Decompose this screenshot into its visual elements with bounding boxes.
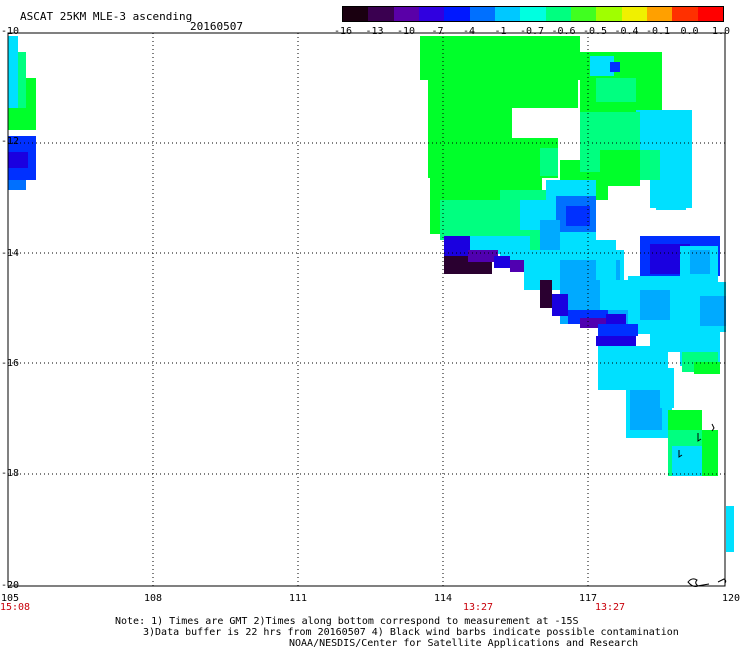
coastline bbox=[687, 578, 727, 587]
wind-cell bbox=[580, 318, 606, 328]
wind-cell bbox=[640, 150, 660, 180]
swath-layer bbox=[8, 36, 734, 552]
colorbar-tick-label: 1.0 bbox=[711, 26, 731, 37]
wind-cell bbox=[702, 430, 718, 476]
wind-cell bbox=[660, 150, 692, 180]
time-label-east: 13:27 bbox=[594, 602, 626, 613]
colorbar-tick-label: -1 bbox=[494, 26, 507, 37]
wind-cell bbox=[26, 78, 36, 114]
lon-label-105: 105 bbox=[0, 593, 20, 604]
lon-label-114: 114 bbox=[433, 593, 453, 604]
wind-cell bbox=[8, 36, 18, 108]
colorbar-swatch bbox=[596, 7, 622, 21]
wind-cell bbox=[440, 200, 500, 240]
wind-cell bbox=[694, 362, 720, 374]
wind-cell bbox=[726, 506, 734, 552]
wind-cell bbox=[656, 200, 686, 210]
wind-cell bbox=[540, 280, 552, 308]
wind-cell bbox=[596, 240, 616, 280]
colorbar-swatch bbox=[621, 7, 647, 21]
wind-cell bbox=[8, 152, 28, 168]
colorbar-tick-label: -0.1 bbox=[645, 26, 671, 37]
colorbar-tick-label: 0.0 bbox=[680, 26, 699, 37]
lat-label-12: -12 bbox=[1, 136, 20, 147]
colorbar-swatch bbox=[545, 7, 571, 21]
colorbar-tick-label: -13 bbox=[365, 26, 384, 37]
lon-label-120: 120 bbox=[721, 593, 740, 604]
lat-label-10: -10 bbox=[1, 26, 20, 37]
colorbar-swatch bbox=[368, 7, 394, 21]
map-border bbox=[7, 32, 726, 587]
wind-cell bbox=[566, 206, 590, 226]
lon-label-111: 111 bbox=[288, 593, 308, 604]
colorbar-swatch bbox=[418, 7, 445, 21]
time-label-center: 13:27 bbox=[462, 602, 494, 613]
wind-cell bbox=[428, 108, 512, 138]
wind-cell bbox=[540, 220, 560, 250]
colorbar-swatch bbox=[343, 7, 369, 21]
colorbar-tick-label: -10 bbox=[396, 26, 416, 37]
note-line-1: Note: 1) Times are GMT 2)Times along bot… bbox=[115, 616, 579, 627]
note-line-2: 3)Data buffer is 22 hrs from 20160507 4)… bbox=[143, 627, 679, 638]
wind-cell bbox=[590, 56, 614, 76]
wind-cell bbox=[700, 296, 726, 326]
lat-label-18: -18 bbox=[1, 468, 20, 479]
wind-cell bbox=[18, 52, 26, 108]
wind-cell bbox=[690, 250, 710, 274]
wind-cell bbox=[630, 390, 662, 430]
wind-cell bbox=[552, 294, 568, 316]
wind-barbs bbox=[678, 423, 715, 458]
colorbar-tick-label: -0.6 bbox=[551, 26, 576, 37]
wind-cell bbox=[610, 62, 620, 72]
colorbar bbox=[342, 6, 724, 22]
colorbar-tick-label: -0.4 bbox=[614, 26, 639, 37]
wind-cell bbox=[636, 110, 692, 150]
colorbar-swatch bbox=[697, 7, 723, 21]
colorbar-swatch bbox=[393, 7, 419, 21]
lat-label-16: -16 bbox=[1, 358, 20, 369]
colorbar-swatch bbox=[672, 7, 698, 21]
colorbar-tick-label: -7 bbox=[431, 26, 444, 37]
wind-cell bbox=[444, 236, 470, 256]
wind-cell bbox=[606, 314, 626, 326]
colorbar-tick-label: -16 bbox=[333, 26, 353, 37]
wind-cell bbox=[600, 150, 640, 186]
wind-cell bbox=[660, 368, 674, 408]
colorbar-swatch bbox=[570, 7, 597, 21]
lat-label-20: -20 bbox=[1, 580, 20, 591]
colorbar-swatch bbox=[444, 7, 470, 21]
colorbar-tick-label: -4 bbox=[462, 26, 476, 37]
lon-label-108: 108 bbox=[143, 593, 163, 604]
grid-layer bbox=[8, 33, 725, 586]
wind-cell bbox=[428, 80, 578, 108]
wind-cell bbox=[468, 250, 498, 262]
colorbar-swatch bbox=[469, 7, 495, 21]
note-line-3: NOAA/NESDIS/Center for Satellite Applica… bbox=[289, 638, 639, 649]
wind-cell bbox=[596, 78, 636, 102]
wind-cell bbox=[640, 290, 670, 320]
wind-cell bbox=[598, 324, 638, 336]
wind-cell bbox=[8, 180, 26, 190]
colorbar-swatch bbox=[494, 7, 521, 21]
colorbar-tick-label: -0.7 bbox=[519, 26, 545, 37]
lat-label-14: -14 bbox=[1, 248, 20, 259]
wind-cell bbox=[596, 336, 636, 346]
wind-cell bbox=[428, 138, 558, 178]
product-date: 20160507 bbox=[190, 20, 243, 33]
wind-cell bbox=[420, 36, 580, 80]
colorbar-swatch bbox=[646, 7, 673, 21]
colorbar-swatch bbox=[520, 7, 546, 21]
lon-label-117: 117 bbox=[578, 593, 598, 604]
colorbar-tick-label: -0.5 bbox=[582, 26, 608, 37]
time-label-west: 15:08 bbox=[0, 602, 31, 613]
product-title: ASCAT 25KM MLE-3 ascending bbox=[20, 10, 193, 23]
wind-cell bbox=[540, 148, 558, 176]
wind-cell bbox=[510, 260, 524, 272]
wind-cell bbox=[494, 256, 510, 268]
